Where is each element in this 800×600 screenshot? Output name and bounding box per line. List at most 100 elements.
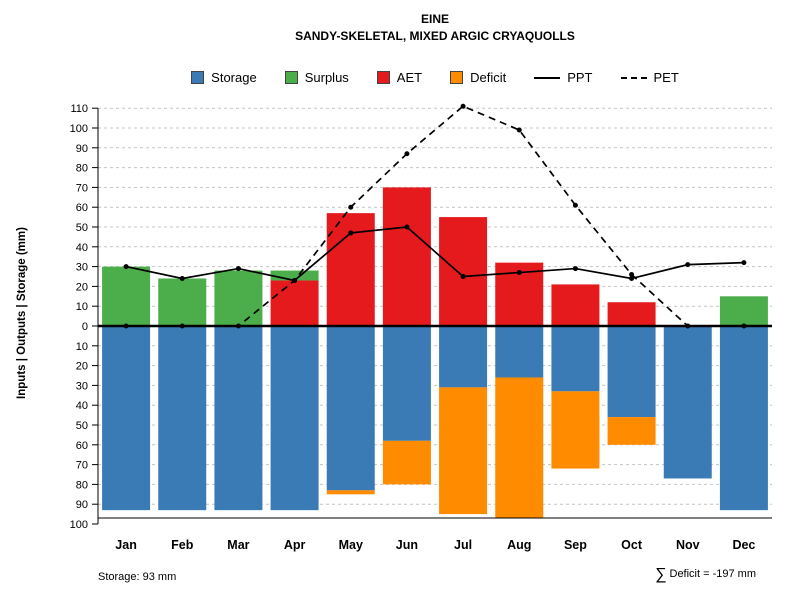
bar-storage-dec <box>719 326 768 511</box>
bar-surplus-feb <box>158 278 207 326</box>
y-tick-label: 40 <box>76 400 88 412</box>
bar-deficit-aug <box>495 377 544 519</box>
bar-surplus-mar <box>214 270 263 326</box>
ppt-point-jan <box>123 264 129 270</box>
pet-point-apr <box>292 277 298 283</box>
sigma-symbol: ∑ <box>655 566 667 583</box>
legend-label-storage: Storage <box>211 70 257 85</box>
pet-point-jun <box>404 151 410 157</box>
legend-label-ppt: PPT <box>567 70 593 85</box>
y-tick-label: 90 <box>76 499 88 511</box>
ppt-point-mar <box>235 266 241 272</box>
ppt-point-jul <box>460 274 466 279</box>
bar-aet-may <box>326 213 375 326</box>
pet-point-aug <box>516 127 522 133</box>
y-tick-label: 0 <box>82 321 88 333</box>
ppt-line <box>125 226 744 282</box>
y-tick-label: 100 <box>70 123 88 135</box>
y-tick-label: 110 <box>70 103 88 115</box>
bar-storage-jun <box>382 326 431 441</box>
bar-aet-apr <box>270 280 319 326</box>
month-label-aug: Aug <box>507 538 531 552</box>
y-tick-label: 70 <box>76 182 88 194</box>
ppt-point-may <box>348 230 354 236</box>
y-tick-label: 30 <box>76 380 88 392</box>
y-tick-label: 80 <box>76 163 88 175</box>
legend-item-ppt: PPT <box>534 70 593 85</box>
legend-label-surplus: Surplus <box>304 70 349 85</box>
ppt-point-oct <box>629 275 635 281</box>
surplus-swatch <box>284 71 298 84</box>
chart-header: EINE SANDY-SKELETAL, MIXED ARGIC CRYAQUO… <box>70 12 800 43</box>
y-tick-label: 50 <box>76 420 88 432</box>
month-label-apr: Apr <box>284 538 306 552</box>
legend-item-aet: AET <box>376 70 423 85</box>
deficit-note: ∑ Deficit = -197 mm <box>655 566 756 584</box>
page-subtitle: SANDY-SKELETAL, MIXED ARGIC CRYAQUOLLS <box>295 29 575 43</box>
ppt-point-aug <box>516 270 522 276</box>
bar-aet-jun <box>382 187 431 326</box>
bar-storage-apr <box>270 326 319 511</box>
bar-surplus-apr <box>270 270 319 281</box>
bar-surplus-dec <box>719 296 768 326</box>
pet-line-sample <box>620 76 647 79</box>
deficit-note-text: Deficit = -197 mm <box>669 568 757 580</box>
pet-point-feb <box>179 323 185 329</box>
y-tick-label: 10 <box>76 301 88 313</box>
bar-aet-sep <box>551 284 600 326</box>
y-tick-label: 40 <box>76 242 88 254</box>
y-tick-label: 60 <box>76 202 88 214</box>
pet-point-dec <box>741 323 747 329</box>
bar-deficit-oct <box>607 417 656 445</box>
bar-deficit-sep <box>551 391 600 469</box>
pet-point-jan <box>123 323 129 329</box>
bar-deficit-jun <box>382 440 431 485</box>
legend-item-surplus: Surplus <box>284 70 349 85</box>
bar-aet-jul <box>439 217 488 326</box>
y-tick-label: 70 <box>76 460 88 472</box>
y-tick-label: 20 <box>76 281 88 293</box>
pet-line <box>126 105 744 327</box>
bar-storage-aug <box>495 326 544 378</box>
ppt-line-sample <box>534 76 561 79</box>
y-tick-label: 50 <box>76 222 88 234</box>
bar-aet-oct <box>607 302 656 326</box>
month-label-dec: Dec <box>732 538 755 552</box>
bar-storage-sep <box>551 326 600 392</box>
ppt-point-feb <box>179 275 185 281</box>
month-label-mar: Mar <box>227 538 249 552</box>
bar-storage-may <box>326 326 375 491</box>
pet-point-oct <box>629 272 635 278</box>
legend-item-deficit: Deficit <box>450 70 506 85</box>
bar-storage-jul <box>439 326 488 388</box>
y-tick-label: 80 <box>76 479 88 491</box>
month-label-jun: Jun <box>396 538 418 552</box>
y-tick-label: 90 <box>76 143 88 155</box>
ppt-point-sep <box>572 266 578 272</box>
month-label-nov: Nov <box>676 538 700 552</box>
aet-swatch <box>376 71 390 84</box>
pet-point-nov <box>685 323 691 329</box>
legend-label-pet: PET <box>653 70 679 85</box>
y-tick-label: 60 <box>76 440 88 452</box>
ppt-point-dec <box>741 260 747 266</box>
y-tick-label: 10 <box>76 341 88 353</box>
storage-swatch <box>191 71 205 84</box>
bar-storage-oct <box>607 326 656 418</box>
y-tick-label: 20 <box>76 361 88 373</box>
bar-surplus-jan <box>102 266 151 326</box>
legend-label-aet: AET <box>396 70 423 85</box>
pet-point-jul <box>460 103 466 109</box>
month-label-feb: Feb <box>171 538 194 552</box>
deficit-swatch <box>450 71 464 84</box>
legend-item-pet: PET <box>620 70 679 85</box>
bar-storage-nov <box>663 326 712 479</box>
bar-storage-mar <box>214 326 263 511</box>
pet-point-may <box>348 204 354 210</box>
pet-point-mar <box>235 323 241 329</box>
ppt-point-nov <box>685 262 691 268</box>
storage-note: Storage: 93 mm <box>98 571 177 583</box>
bar-deficit-may <box>326 490 375 495</box>
